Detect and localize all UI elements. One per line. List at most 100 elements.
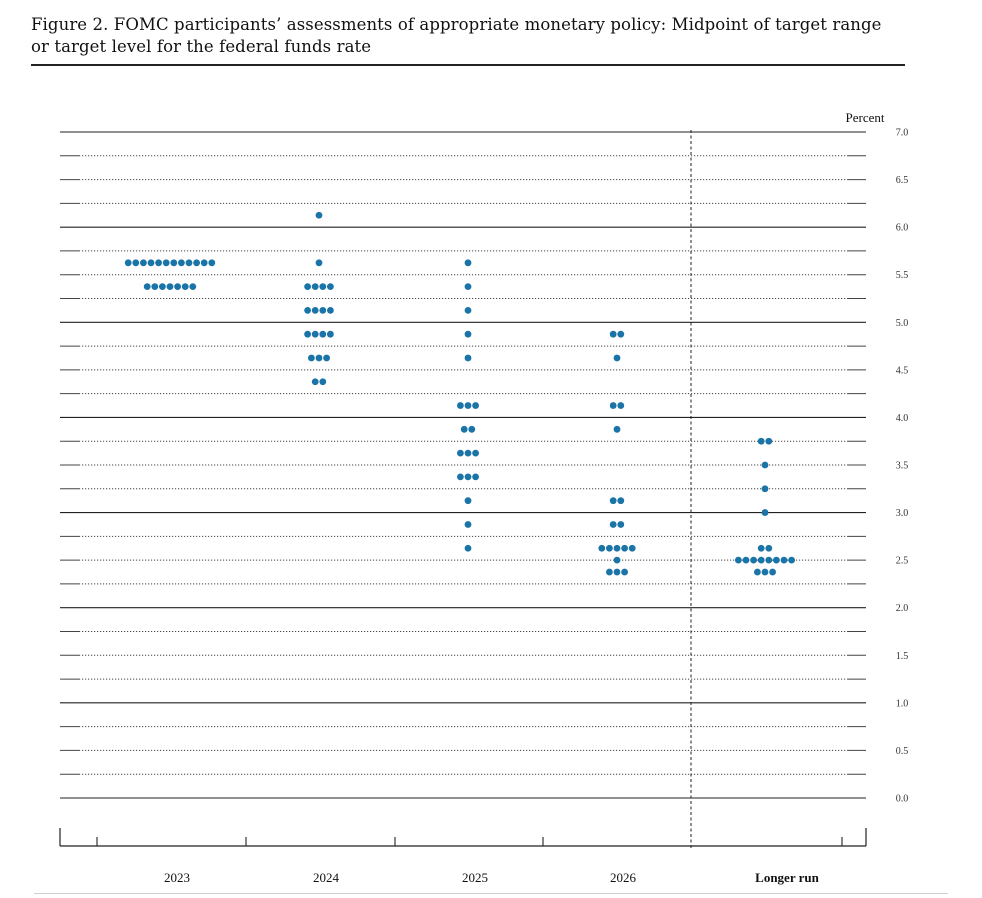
- dot-2023: [189, 283, 197, 291]
- dot-2025: [472, 473, 479, 481]
- dot-2025: [464, 473, 472, 481]
- dot-2024: [327, 306, 334, 314]
- dot-2023: [140, 259, 147, 267]
- dot-2025: [457, 449, 464, 457]
- x-category-label: 2023: [164, 870, 190, 885]
- dot-2025: [464, 306, 472, 314]
- dot-2026: [617, 521, 625, 528]
- y-tick-label: 1.5: [896, 651, 909, 662]
- dot-2023: [185, 259, 193, 267]
- y-tick-label: 3.5: [896, 461, 909, 472]
- dot-2025: [464, 402, 472, 409]
- axis-layer: 0.0 0.5 1.0 1.5 2.0 2.5 3.0 3.5 4.0 4.5 5.0 5.5 6.0 6…: [59, 128, 909, 885]
- dot-2026: [613, 425, 621, 433]
- y-axis-label: Percent: [846, 110, 885, 125]
- y-tick-label: 6.0: [896, 223, 909, 234]
- y-tick-label: 0.5: [896, 746, 909, 757]
- dot-longer-run: [761, 485, 769, 493]
- dot-2026: [617, 497, 625, 505]
- dot-2025: [464, 259, 472, 267]
- dot-2026: [613, 556, 621, 564]
- dot-2023: [193, 259, 201, 267]
- dot-longer-run: [757, 544, 765, 552]
- dot-longer-run: [761, 568, 769, 576]
- dot-2023: [170, 259, 178, 267]
- dot-longer-run: [750, 556, 757, 564]
- dot-2024: [311, 378, 319, 386]
- dot-2023: [174, 283, 182, 291]
- y-tick-label: 0.0: [896, 794, 909, 805]
- dot-2026: [609, 497, 617, 505]
- dot-2025: [464, 521, 472, 528]
- dot-2026: [621, 544, 628, 552]
- dot-longer-run: [761, 509, 769, 516]
- dot-2025: [464, 330, 472, 338]
- dot-2025: [464, 283, 472, 291]
- dot-2026: [598, 544, 606, 552]
- dot-2026: [617, 402, 625, 409]
- caption-line-2: or target level for the federal funds ra…: [31, 37, 372, 56]
- dot-2024: [315, 354, 323, 362]
- dot-longer-run: [780, 556, 788, 564]
- dot-2024: [315, 211, 323, 219]
- caption-line-1: Figure 2. FOMC participants’ assessments…: [31, 15, 882, 34]
- dot-2024: [304, 306, 311, 314]
- x-category-label: Longer run: [755, 870, 819, 885]
- dot-2023: [124, 259, 132, 267]
- y-tick-label: 2.5: [896, 556, 909, 567]
- dot-longer-run: [788, 556, 795, 564]
- dot-longer-run: [742, 556, 750, 564]
- dot-2025: [460, 425, 468, 433]
- dot-2024: [327, 330, 334, 338]
- dot-2024: [311, 330, 319, 338]
- dot-2026: [613, 544, 621, 552]
- dot-2025: [472, 449, 479, 457]
- x-category-label: 2026: [610, 870, 637, 885]
- dot-2024: [304, 330, 311, 338]
- dot-2024: [315, 259, 323, 267]
- dot-longer-run: [765, 437, 773, 445]
- dot-2023: [208, 259, 216, 267]
- dot-2025: [457, 402, 464, 409]
- dot-2025: [464, 544, 472, 552]
- dot-longer-run: [757, 437, 765, 445]
- dot-2024: [319, 330, 327, 338]
- y-tick-label: 4.0: [896, 413, 909, 424]
- dot-2026: [617, 330, 625, 338]
- dot-2024: [319, 306, 327, 314]
- y-tick-label: 6.5: [896, 175, 909, 186]
- dot-2026: [628, 544, 636, 552]
- dot-2026: [613, 354, 621, 362]
- dot-2023: [147, 259, 155, 267]
- caption-rule: [31, 64, 905, 66]
- y-tick-label: 5.5: [896, 270, 909, 281]
- dot-longer-run: [773, 556, 780, 564]
- dot-2024: [311, 306, 319, 314]
- dot-longer-run: [769, 568, 776, 576]
- dot-2023: [159, 283, 166, 291]
- dot-2023: [132, 259, 140, 267]
- dot-longer-run: [754, 568, 761, 576]
- dot-2023: [200, 259, 208, 267]
- figure-caption: Figure 2. FOMC participants’ assessments…: [31, 14, 905, 58]
- dot-2023: [143, 283, 151, 291]
- dot-2024: [319, 378, 327, 386]
- dot-2023: [181, 283, 189, 291]
- y-tick-label: 1.0: [896, 698, 909, 709]
- dot-2024: [308, 354, 315, 362]
- dot-2023: [162, 259, 170, 267]
- dot-2023: [155, 259, 163, 267]
- dot-2023: [151, 283, 159, 291]
- y-tick-label: 2.0: [896, 603, 909, 614]
- dot-2024: [304, 283, 311, 291]
- y-tick-label: 5.0: [896, 318, 909, 329]
- x-category-label: 2025: [462, 870, 488, 885]
- dot-2025: [464, 449, 472, 457]
- dot-2025: [457, 473, 464, 481]
- dot-longer-run: [757, 556, 765, 564]
- dot-2024: [319, 283, 327, 291]
- dot-2024: [323, 354, 330, 362]
- x-category-label: 2024: [313, 870, 340, 885]
- dot-2026: [609, 402, 617, 409]
